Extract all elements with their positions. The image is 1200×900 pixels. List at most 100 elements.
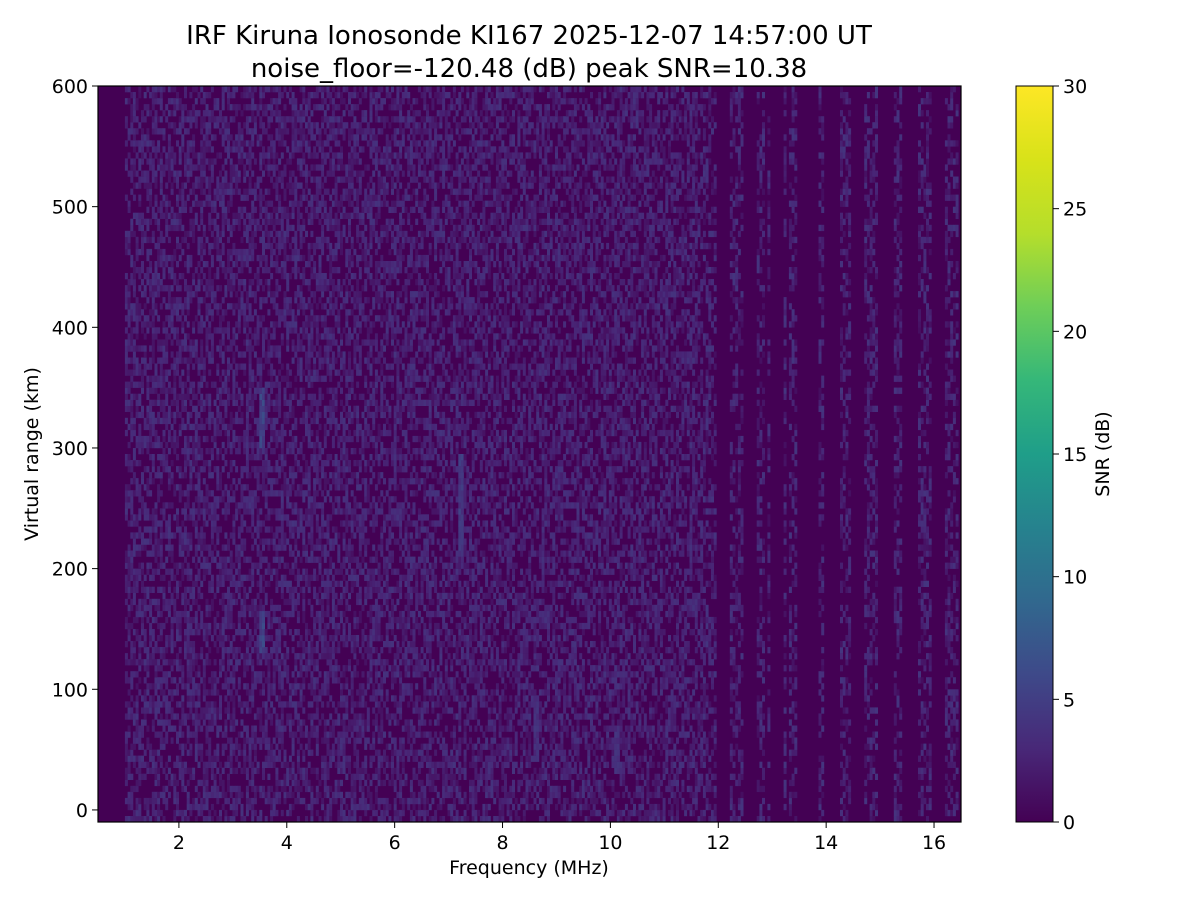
heatmap-cell — [243, 176, 247, 183]
heatmap-cell — [170, 411, 174, 419]
heatmap-cell — [205, 176, 209, 183]
heatmap-cell — [154, 707, 158, 714]
heatmap-cell — [138, 224, 142, 232]
heatmap-cell — [221, 327, 225, 334]
heatmap-cell — [313, 460, 317, 467]
heatmap-cell — [208, 327, 212, 334]
heatmap-cell — [124, 86, 128, 93]
heatmap-cell — [229, 417, 233, 425]
heatmap-cell — [299, 665, 303, 672]
heatmap-cell — [224, 176, 228, 183]
heatmap-cell — [259, 526, 263, 533]
heatmap-cell — [267, 393, 271, 400]
heatmap-cell — [219, 562, 222, 569]
heatmap-cell — [132, 472, 136, 479]
heatmap-cell — [127, 248, 131, 256]
heatmap-cell — [200, 580, 204, 587]
heatmap-cell — [135, 719, 139, 726]
heatmap-cell — [299, 556, 303, 563]
heatmap-cell — [280, 701, 284, 708]
heatmap-cell — [243, 327, 247, 334]
heatmap-cell — [315, 405, 319, 412]
heatmap-cell — [173, 98, 177, 105]
heatmap-cell — [141, 731, 144, 738]
heatmap-cell — [272, 261, 276, 268]
heatmap-cell — [189, 641, 193, 648]
heatmap-cell — [159, 176, 163, 183]
heatmap-cell — [291, 791, 295, 799]
heatmap-cell — [162, 273, 166, 280]
heatmap-cell — [135, 797, 139, 805]
heatmap-cell — [299, 387, 303, 394]
heatmap-cell — [315, 544, 319, 551]
heatmap-cell — [200, 538, 204, 545]
heatmap-cell — [192, 683, 196, 690]
heatmap-cell — [127, 206, 131, 213]
heatmap-cell — [208, 321, 212, 328]
heatmap-cell — [124, 273, 128, 280]
heatmap-cell — [184, 393, 187, 400]
heatmap-cell — [302, 170, 306, 177]
heatmap-cell — [200, 164, 204, 171]
heatmap-cell — [176, 399, 179, 406]
heatmap-cell — [227, 508, 230, 515]
heatmap-cell — [286, 158, 290, 165]
heatmap-cell — [278, 737, 282, 744]
heatmap-cell — [138, 610, 142, 618]
heatmap-cell — [235, 797, 239, 805]
heatmap-cell — [167, 659, 171, 666]
heatmap-cell — [280, 544, 284, 551]
heatmap-cell — [305, 472, 308, 479]
heatmap-cell — [159, 550, 163, 557]
heatmap-cell — [299, 508, 303, 515]
heatmap-cell — [141, 230, 144, 238]
heatmap-cell — [178, 550, 182, 557]
heatmap-cell — [124, 586, 128, 593]
heatmap-cell — [135, 635, 139, 642]
heatmap-cell — [259, 435, 263, 443]
heatmap-cell — [259, 387, 263, 394]
heatmap-cell — [243, 701, 247, 708]
heatmap-cell — [237, 629, 241, 636]
heatmap-cell — [132, 460, 136, 467]
heatmap-cell — [294, 659, 298, 666]
heatmap-cell — [181, 598, 185, 606]
heatmap-cell — [192, 466, 196, 473]
heatmap-cell — [221, 140, 225, 147]
heatmap-cell — [302, 369, 306, 376]
heatmap-cell — [213, 622, 217, 630]
heatmap-cell — [272, 568, 276, 575]
heatmap-cell — [124, 98, 128, 105]
heatmap-cell — [189, 466, 193, 473]
heatmap-cell — [194, 267, 198, 274]
heatmap-cell — [167, 514, 171, 521]
heatmap-cell — [216, 755, 220, 762]
heatmap-cell — [170, 574, 174, 581]
heatmap-cell — [186, 152, 190, 159]
heatmap-cell — [149, 538, 153, 545]
heatmap-cell — [310, 273, 314, 280]
heatmap-cell — [227, 236, 230, 244]
heatmap-cell — [253, 327, 257, 334]
heatmap-cell — [251, 140, 255, 147]
heatmap-cell — [253, 731, 257, 738]
heatmap-cell — [197, 327, 201, 334]
heatmap-cell — [318, 562, 322, 569]
heatmap-cell — [197, 478, 201, 485]
heatmap-cell — [270, 604, 274, 612]
heatmap-cell — [192, 339, 196, 346]
heatmap-cell — [299, 490, 303, 497]
heatmap-cell — [138, 273, 142, 280]
heatmap-cell — [310, 200, 314, 207]
heatmap-cell — [127, 568, 131, 575]
heatmap-cell — [291, 267, 295, 274]
heatmap-cell — [275, 550, 279, 557]
heatmap-cell — [197, 713, 201, 720]
heatmap-cell — [251, 448, 255, 455]
heatmap-cell — [278, 755, 282, 762]
heatmap-cell — [280, 490, 284, 497]
heatmap-cell — [205, 635, 209, 642]
heatmap-cell — [313, 616, 317, 624]
heatmap-cell — [221, 339, 225, 346]
heatmap-cell — [299, 719, 303, 726]
